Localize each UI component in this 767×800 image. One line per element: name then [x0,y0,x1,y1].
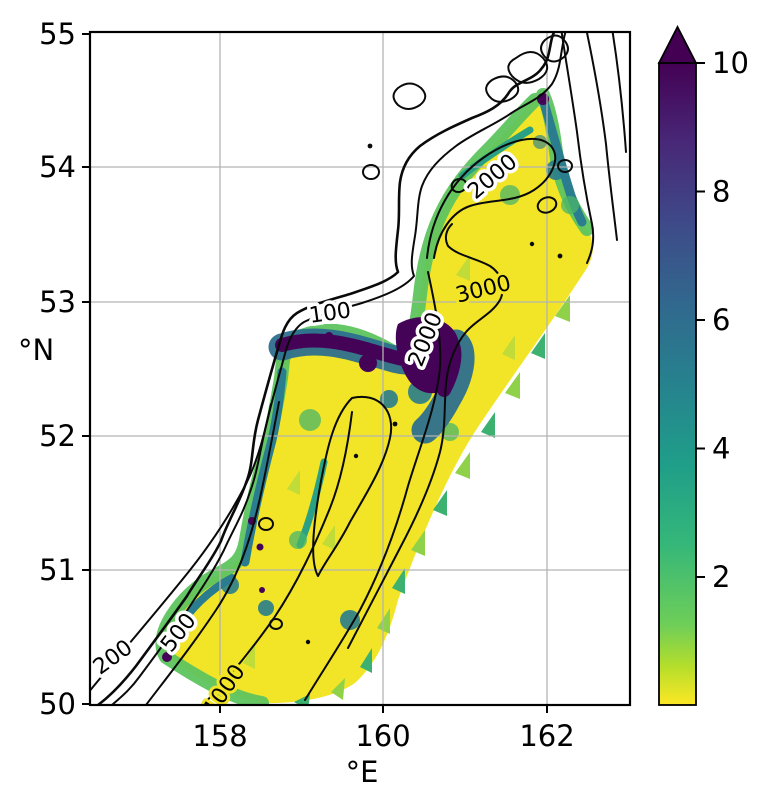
colorbar-tick-label: 10 [712,46,749,80]
y-tick-label: 51 [39,553,76,587]
contour-100 [111,32,567,705]
contour-3000 [347,223,504,649]
x-tick-label: 160 [355,719,410,753]
maxima-spots [162,93,549,662]
contour-500 [145,401,280,705]
y-tick-label: 55 [39,17,76,51]
contour-2000-slope [304,271,442,701]
contour-label: 100 [308,298,353,329]
x-axis-label: °E [346,755,379,789]
maxima-blob [395,317,460,394]
colorbar-tick-label: 6 [712,303,730,337]
plot-area: 100 200 500 1000 2000 2000 3000 [90,32,630,705]
contour-1000 [202,411,353,705]
gridlines [90,32,630,705]
y-axis-label: °N [18,333,54,367]
contour-200 [90,403,272,693]
y-tick-marks [82,33,90,705]
y-tick-label: 50 [39,687,76,721]
contour-interior-loop [312,395,393,577]
data-swath [162,94,593,704]
contour-dots [305,143,563,645]
y-tick-label: 54 [39,150,76,184]
y-axis: 55 54 53 52 51 50 °N [18,17,90,721]
x-axis: 158 160 162 °E [192,705,575,789]
y-tick-label: 53 [39,285,76,319]
x-tick-label: 162 [519,719,574,753]
x-tick-marks [219,705,548,713]
colorbar-tick-label: 2 [712,560,730,594]
colorbar-tick-label: 8 [712,175,730,209]
colorbar-gradient [658,62,697,706]
colorbar-extend-triangle [657,25,698,64]
bathymetry-contours [90,32,627,705]
y-tick-label: 52 [39,419,76,453]
colorbar-tick-label: 4 [712,432,730,466]
x-tick-label: 158 [192,719,247,753]
contour-2000-north [426,137,557,259]
plot-border [88,30,632,707]
coastline [96,32,556,705]
colorbar-tick-marks [696,62,705,578]
colorbar: 10 8 6 4 2 [657,25,749,706]
